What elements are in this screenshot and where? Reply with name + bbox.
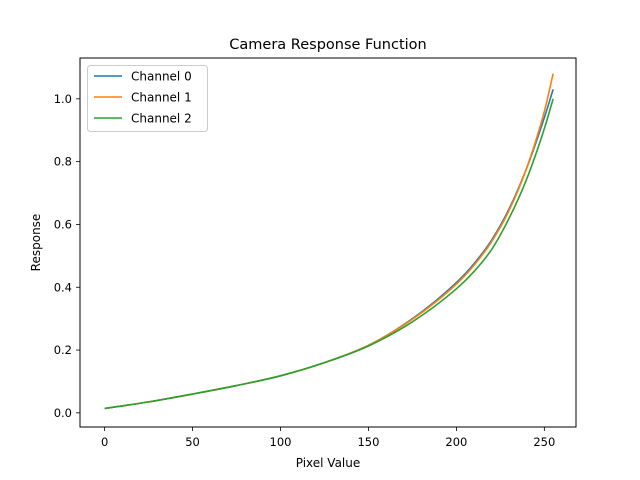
y-tick-label: 0.4 [54,280,72,294]
x-tick-label: 0 [101,435,108,449]
legend-label-channel-0: Channel 0 [131,70,192,84]
axes-frame [79,57,577,428]
series-line-channel-2 [104,98,554,410]
x-tick-label: 250 [533,435,555,449]
y-axis-label: Response [29,214,43,272]
plot-area [104,73,554,410]
y-tick-label: 0.6 [54,217,72,231]
x-tick-label: 50 [185,435,200,449]
y-tick-label: 0.8 [54,155,72,169]
y-tick-label: 1.0 [54,92,72,106]
legend: Channel 0 Channel 1 Channel 2 [87,65,208,132]
axis-ticks: 0 50 100 150 200 250 0.0 0.2 0.4 0.6 0.8 1.0 [54,92,556,449]
x-tick-label: 200 [445,435,467,449]
legend-label-channel-2: Channel 2 [131,112,192,126]
legend-label-channel-1: Channel 1 [131,91,192,105]
chart-title: Camera Response Function [229,37,426,53]
x-tick-label: 150 [357,435,379,449]
x-tick-label: 100 [270,435,292,449]
legend-box [87,65,208,132]
y-tick-label: 0.2 [54,343,72,357]
y-tick-label: 0.0 [54,406,72,420]
x-axis-label: Pixel Value [296,456,361,470]
